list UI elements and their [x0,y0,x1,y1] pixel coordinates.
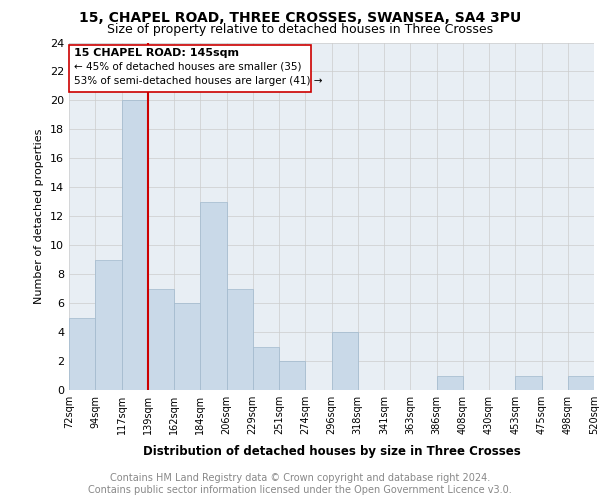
Bar [121,100,148,390]
Bar [515,376,542,390]
Bar [148,288,174,390]
X-axis label: Distribution of detached houses by size in Three Crosses: Distribution of detached houses by size … [143,446,520,458]
Bar [568,376,594,390]
FancyBboxPatch shape [69,46,311,92]
Bar [174,303,200,390]
Bar [69,318,95,390]
Bar [437,376,463,390]
Text: Size of property relative to detached houses in Three Crosses: Size of property relative to detached ho… [107,22,493,36]
Text: 53% of semi-detached houses are larger (41) →: 53% of semi-detached houses are larger (… [74,76,322,86]
Bar [95,260,121,390]
Text: 15 CHAPEL ROAD: 145sqm: 15 CHAPEL ROAD: 145sqm [74,48,239,58]
Text: 15, CHAPEL ROAD, THREE CROSSES, SWANSEA, SA4 3PU: 15, CHAPEL ROAD, THREE CROSSES, SWANSEA,… [79,12,521,26]
Bar [331,332,358,390]
Text: ← 45% of detached houses are smaller (35): ← 45% of detached houses are smaller (35… [74,62,301,72]
Y-axis label: Number of detached properties: Number of detached properties [34,128,44,304]
Bar [253,346,279,390]
Bar [227,288,253,390]
Bar [279,361,305,390]
Bar [200,202,227,390]
Text: Contains HM Land Registry data © Crown copyright and database right 2024.
Contai: Contains HM Land Registry data © Crown c… [88,474,512,495]
